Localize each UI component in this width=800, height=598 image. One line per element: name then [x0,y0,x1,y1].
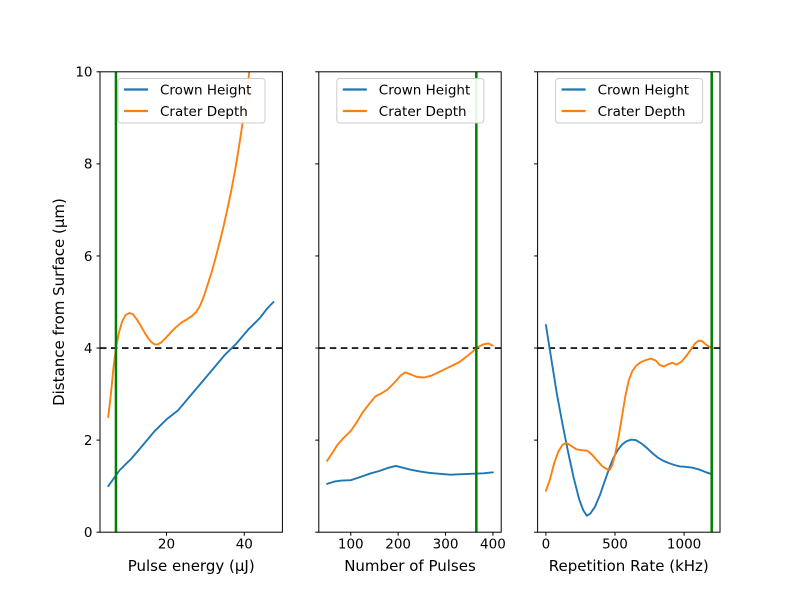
legend-frame [555,78,704,124]
x-tick-label: 200 [385,537,411,553]
axes-spines [99,71,283,533]
y-tick-label: 6 [84,249,93,265]
y-tick-label: 4 [84,341,93,357]
subplot-pulse-energy: 20 40 0 2 4 6 8 10 Pulse energy (μJ) Crown Height… [75,65,283,575]
crater-depth-line [107,71,251,419]
crown-height-line [107,301,275,488]
y-axis-label: Distance from Surface (μm) [50,198,68,406]
axes-spines [537,71,721,533]
y-tick-label: 2 [84,433,93,449]
y-tick-label: 10 [75,65,92,81]
legend: Crown Height Crater Depth [117,78,266,124]
legend-frame [336,78,485,124]
legend-label: Crater Depth [379,104,467,120]
legend-label: Crown Height [598,83,689,99]
legend-label: Crater Depth [598,104,686,120]
x-tick-label: 400 [480,537,506,553]
x-tick-label: 40 [236,537,253,553]
x-tick-label: 20 [158,537,175,553]
axes-spines [318,71,502,533]
crater-depth-line [544,339,713,492]
legend-label: Crater Depth [160,104,248,120]
crown-height-line [544,324,713,517]
crown-height-line [326,464,494,485]
x-tick-label: 500 [602,537,628,553]
y-tick-label: 8 [84,157,93,173]
x-tick-label: 300 [433,537,459,553]
x-tick-label: 100 [338,537,364,553]
x-axis-label: Number of Pulses [344,557,476,575]
crater-depth-line [326,342,494,462]
legend: Crown Height Crater Depth [555,78,704,124]
y-tick-label: 0 [84,525,93,541]
legend: Crown Height Crater Depth [336,78,485,124]
x-tick-label: 1000 [667,537,701,553]
x-axis-label: Repetition Rate (kHz) [549,557,709,575]
legend-label: Crown Height [379,83,470,99]
x-axis-label: Pulse energy (μJ) [128,557,255,575]
legend-label: Crown Height [160,83,251,99]
x-tick-label: 0 [542,537,551,553]
subplot-repetition-rate: 0 500 1000 Repetition Rate (kHz) Crown Heigh… [534,71,721,575]
legend-frame [117,78,266,124]
